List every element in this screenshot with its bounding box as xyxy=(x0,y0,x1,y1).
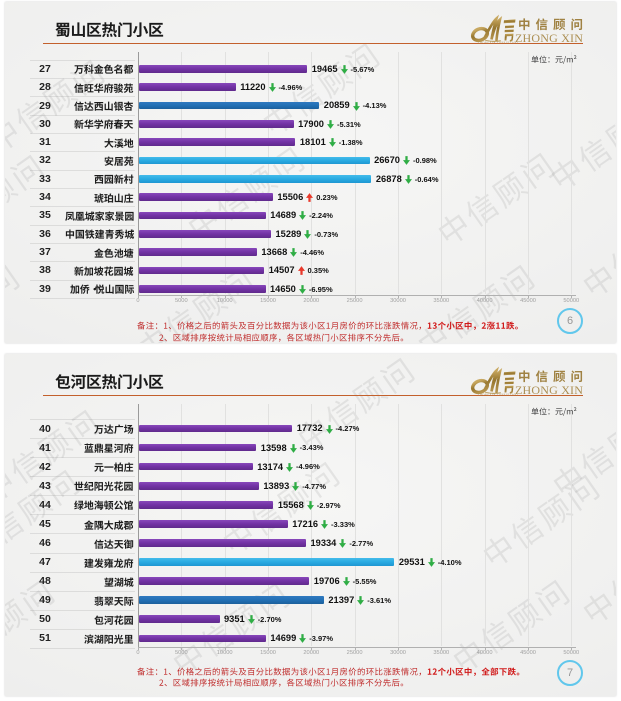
svg-text:ZHONGXIN CONSULTANT CO.,LTD: ZHONGXIN CONSULTANT CO.,LTD xyxy=(478,42,518,45)
svg-text:ZHONGXIN CONSULTANT CO.,LTD: ZHONGXIN CONSULTANT CO.,LTD xyxy=(478,394,518,397)
